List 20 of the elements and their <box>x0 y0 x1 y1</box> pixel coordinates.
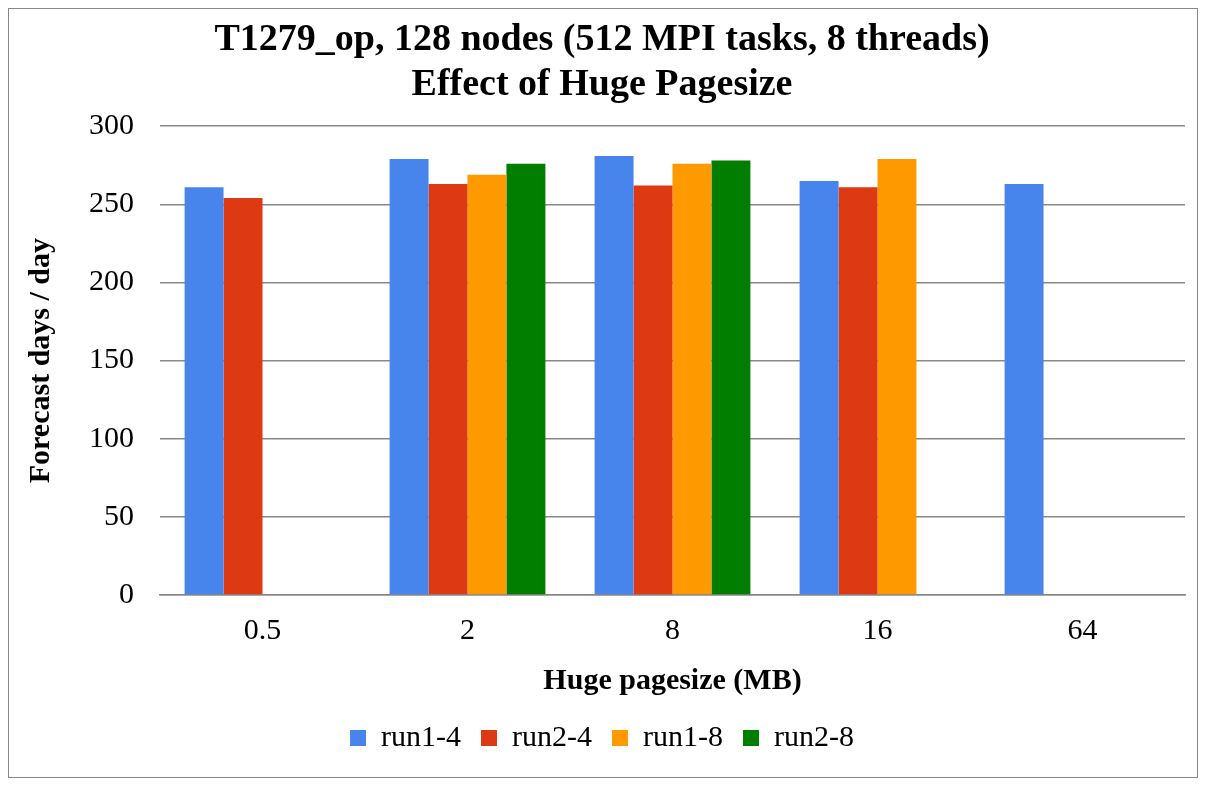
y-tick-label: 50 <box>104 497 134 531</box>
x-tick-label: 8 <box>665 611 680 645</box>
y-tick-label: 100 <box>89 419 134 453</box>
text: Effect of Huge Pagesize <box>411 61 793 104</box>
x-axis-title: Huge pagesize (MB) <box>543 661 802 696</box>
y-axis-title: Forecast days / day <box>21 237 55 484</box>
y-tick-label: 200 <box>89 263 134 297</box>
x-tick-label: 2 <box>460 611 475 645</box>
y-tick-label: 0 <box>119 575 134 609</box>
x-tick-label: 16 <box>862 611 893 645</box>
y-tick-label: 250 <box>89 185 134 219</box>
x-tick-label: 0.5 <box>243 611 282 645</box>
legend-label: run1-8 <box>643 718 723 752</box>
y-tick-label: 300 <box>89 107 134 141</box>
legend-label: run2-4 <box>512 718 592 752</box>
legend-label: run1-4 <box>381 718 462 752</box>
x-tick-label: 64 <box>1067 611 1098 645</box>
y-tick-label: 150 <box>89 341 134 375</box>
legend-label: run2-8 <box>773 718 854 752</box>
text: T1279_op, 128 nodes (512 MPI tasks, 8 threads) <box>214 15 990 58</box>
